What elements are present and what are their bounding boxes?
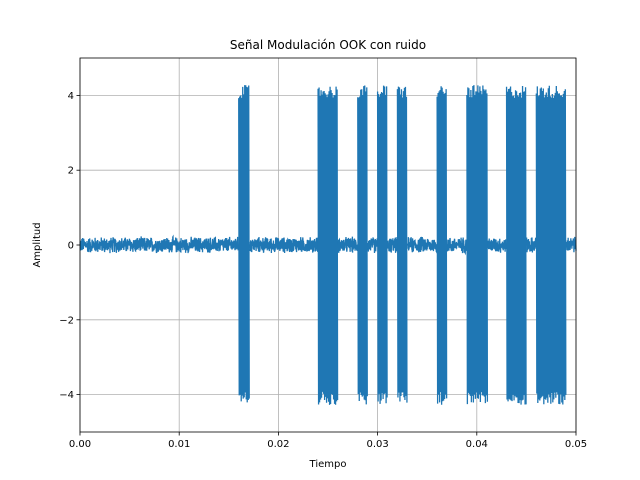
y-tick-label: 4: [68, 91, 74, 102]
x-tick-label: 0.03: [366, 439, 388, 450]
x-tick-label: 0.01: [168, 439, 190, 450]
x-tick-label: 0.02: [267, 439, 289, 450]
y-axis-ticks: −4 −2 0 2 4: [59, 91, 80, 401]
ook-burst: [357, 85, 368, 405]
ook-burst: [535, 85, 567, 405]
ook-burst: [317, 86, 339, 405]
x-tick-label: 0.00: [69, 439, 91, 450]
x-tick-label: 0.05: [565, 439, 587, 450]
ook-burst: [376, 85, 388, 404]
ook-burst: [436, 86, 448, 405]
x-tick-label: 0.04: [466, 439, 488, 450]
y-tick-label: −4: [59, 390, 74, 401]
y-axis-label: Amplitud: [32, 222, 43, 267]
y-tick-label: −2: [59, 315, 74, 326]
signal-series: [79, 85, 577, 405]
ook-burst: [396, 86, 408, 403]
x-axis-label: Tiempo: [309, 459, 347, 470]
y-tick-label: 0: [68, 241, 74, 252]
chart-title: Señal Modulación OOK con ruido: [230, 38, 426, 52]
y-tick-label: 2: [68, 166, 74, 177]
ook-burst: [238, 85, 250, 403]
ook-burst: [505, 86, 527, 405]
ook-burst: [466, 85, 489, 405]
x-axis-ticks: 0.00 0.01 0.02 0.03 0.04 0.05: [69, 432, 587, 450]
